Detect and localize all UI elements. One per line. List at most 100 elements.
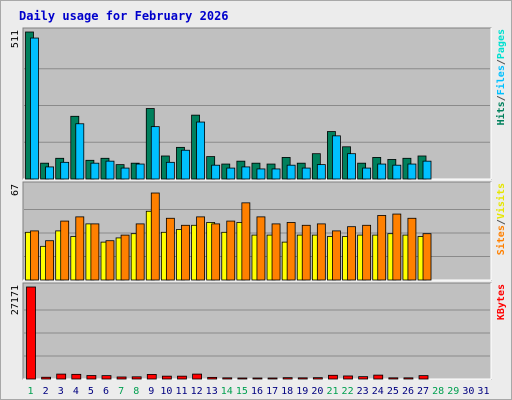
x-tick-label: 24 — [372, 386, 384, 397]
x-tick-label: 31 — [477, 386, 489, 397]
x-tick-label: 25 — [387, 386, 399, 397]
bar-files-day-20 — [316, 164, 326, 180]
bar-files-day-12 — [196, 121, 205, 180]
legend-entry: / — [496, 219, 507, 225]
bar-files-day-6 — [105, 160, 115, 180]
x-tick-label: 10 — [160, 386, 172, 397]
bar-files-day-23 — [362, 167, 372, 180]
bar-sites-day-24 — [377, 215, 387, 281]
legend-entry: Files — [495, 65, 507, 95]
bar-kbytes-day-12 — [192, 373, 202, 380]
bar-kbytes-day-3 — [56, 373, 67, 380]
x-tick-label: 8 — [133, 386, 139, 397]
bar-files-day-11 — [181, 149, 190, 180]
bar-sites-day-11 — [181, 224, 190, 281]
bar-files-day-22 — [347, 153, 356, 180]
bar-sites-day-21 — [332, 230, 341, 281]
x-tick-label: 13 — [206, 386, 218, 397]
x-tick-label: 20 — [311, 386, 323, 397]
legend-kbytes: KBytes — [496, 284, 507, 320]
bar-sites-day-20 — [316, 223, 326, 281]
x-tick-label: 9 — [148, 386, 154, 397]
legend-entry: Pages — [496, 29, 507, 59]
bar-kbytes-day-2 — [41, 376, 51, 380]
bar-kbytes-day-5 — [86, 375, 97, 380]
bar-kbytes-day-18 — [282, 377, 293, 380]
x-tick-label: 5 — [88, 386, 94, 397]
x-tick-label: 4 — [73, 386, 79, 397]
x-tick-label: 17 — [266, 386, 278, 397]
bar-sites-day-26 — [407, 217, 417, 281]
bar-kbytes-day-23 — [358, 376, 369, 380]
bar-sites-day-13 — [211, 223, 221, 281]
bar-kbytes-day-7 — [116, 376, 127, 380]
bar-sites-day-17 — [271, 223, 281, 281]
x-tick-label: 26 — [402, 386, 414, 397]
bar-sites-day-7 — [120, 234, 130, 281]
bar-sites-day-5 — [90, 223, 100, 281]
bar-files-day-19 — [301, 167, 311, 180]
bar-sites-day-18 — [286, 222, 296, 281]
bar-sites-day-16 — [256, 216, 266, 281]
bar-files-day-21 — [332, 135, 341, 180]
bar-files-day-5 — [90, 162, 100, 180]
bar-files-day-26 — [407, 163, 417, 180]
legend-entry: Visits — [495, 183, 507, 219]
bar-kbytes-day-16 — [252, 377, 263, 380]
bar-files-day-10 — [165, 161, 175, 180]
bar-sites-day-4 — [75, 216, 85, 281]
bar-files-day-13 — [211, 164, 221, 180]
y-max-label: 27171 — [10, 285, 21, 315]
bar-files-day-1 — [30, 37, 39, 180]
x-tick-label: 1 — [28, 386, 34, 397]
x-tick-label: 6 — [103, 386, 109, 397]
x-tick-label: 7 — [118, 386, 124, 397]
bar-files-day-4 — [75, 123, 85, 180]
bar-kbytes-day-24 — [373, 374, 384, 380]
bar-sites-day-9 — [150, 192, 160, 281]
bar-kbytes-day-6 — [101, 375, 112, 380]
x-tick-label: 16 — [251, 386, 263, 397]
bar-sites-day-22 — [347, 226, 356, 281]
bar-sites-day-23 — [362, 224, 372, 281]
x-tick-label: 11 — [175, 386, 187, 397]
legend-entry: / — [496, 95, 507, 101]
legend-entry: Sites — [495, 225, 507, 255]
x-tick-label: 2 — [43, 386, 49, 397]
x-tick-label: 23 — [357, 386, 369, 397]
bar-files-day-14 — [226, 167, 236, 180]
legend-hits-files-pages: Hits/Files/Pages — [495, 29, 507, 125]
bar-files-day-16 — [256, 168, 266, 180]
bar-sites-day-27 — [422, 233, 432, 281]
x-tick-label: 15 — [236, 386, 248, 397]
bar-sites-day-3 — [60, 220, 70, 281]
x-tick-label: 19 — [296, 386, 308, 397]
legend-entry: / — [496, 59, 507, 65]
bar-sites-day-14 — [226, 220, 236, 281]
bar-files-day-15 — [241, 166, 251, 180]
bar-sites-day-10 — [165, 217, 175, 281]
x-tick-label: 18 — [281, 386, 293, 397]
bar-kbytes-day-25 — [388, 377, 399, 380]
x-tick-label: 22 — [342, 386, 354, 397]
bar-kbytes-day-21 — [328, 374, 338, 380]
chart-title: Daily usage for February 2026 — [19, 9, 229, 23]
bar-files-day-17 — [271, 168, 281, 180]
plot-panel-kbytes — [22, 282, 492, 380]
bar-kbytes-day-27 — [418, 375, 429, 380]
bar-files-day-25 — [392, 164, 402, 180]
legend-entry: KBytes — [496, 284, 507, 320]
bar-kbytes-day-1 — [26, 286, 36, 380]
bar-sites-day-6 — [105, 240, 115, 281]
bar-kbytes-day-20 — [312, 377, 323, 380]
bar-sites-day-8 — [135, 223, 145, 281]
bar-kbytes-day-19 — [297, 377, 308, 380]
bar-files-day-8 — [135, 163, 145, 180]
bar-files-day-24 — [377, 163, 387, 180]
bar-kbytes-day-17 — [267, 377, 278, 380]
bar-files-day-27 — [422, 160, 432, 180]
x-tick-label: 14 — [221, 386, 233, 397]
x-tick-label: 27 — [417, 386, 429, 397]
x-tick-label: 21 — [326, 386, 338, 397]
